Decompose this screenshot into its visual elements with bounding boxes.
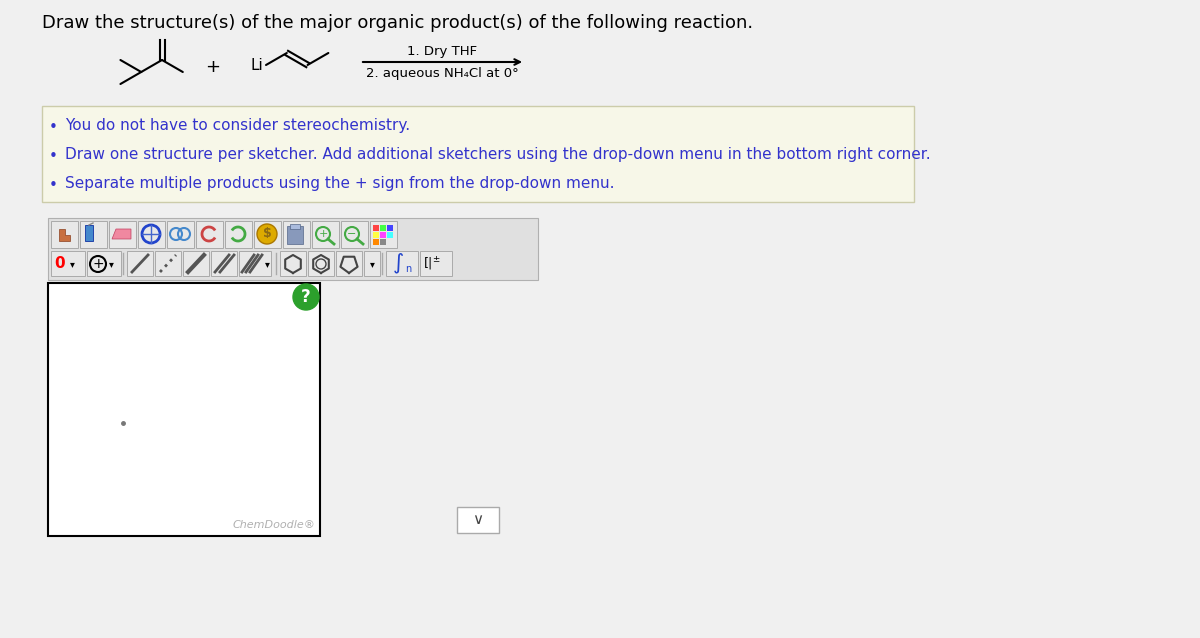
Text: ▾: ▾ [264,259,270,269]
Text: Draw the structure(s) of the major organic product(s) of the following reaction.: Draw the structure(s) of the major organ… [42,14,754,32]
Bar [48,283,320,536]
Bar [336,251,362,276]
Bar [308,251,334,276]
Polygon shape [112,229,131,239]
Text: 1. Dry THF: 1. Dry THF [408,45,478,57]
Circle shape [257,224,277,244]
Bar [182,251,209,276]
Text: ▾: ▾ [370,259,374,269]
Bar [373,225,379,231]
Polygon shape [59,229,70,241]
Bar [370,221,397,248]
Bar [373,232,379,238]
Text: +: + [205,58,221,76]
Bar [211,251,238,276]
Bar [380,239,386,245]
Bar [85,225,94,241]
Bar [138,221,166,248]
Text: [|$^{\pm}$: [|$^{\pm}$ [424,255,440,272]
Text: •: • [48,149,58,164]
Text: Separate multiple products using the + sign from the drop-down menu.: Separate multiple products using the + s… [65,176,614,191]
Text: $: $ [263,228,271,241]
Text: −: − [347,229,356,239]
Bar [226,221,252,248]
Text: 2. aqueous NH₄Cl at 0°: 2. aqueous NH₄Cl at 0° [366,68,518,80]
Bar [127,251,154,276]
Bar [380,232,386,238]
Text: 0: 0 [55,256,65,272]
Bar [312,221,340,248]
Bar [287,226,302,244]
Bar [50,251,85,276]
Text: You do not have to consider stereochemistry.: You do not have to consider stereochemis… [65,118,410,133]
Bar [386,251,418,276]
Bar [280,251,306,276]
Bar [254,221,281,248]
Bar [88,251,121,276]
Bar [167,221,194,248]
Bar [50,221,78,248]
Text: $\int$: $\int$ [392,252,404,276]
Bar [380,225,386,231]
Text: •: • [48,178,58,193]
Text: ∨: ∨ [473,512,484,528]
Bar [196,221,223,248]
Bar [48,218,538,280]
Text: n: n [404,264,412,274]
Text: ▾: ▾ [108,259,114,269]
Bar [457,507,499,533]
Bar [283,221,310,248]
Bar [386,225,394,231]
Bar [155,251,181,276]
Circle shape [293,284,319,310]
Bar [364,251,380,276]
Bar [341,221,368,248]
Text: ▾: ▾ [70,259,74,269]
Bar [109,221,136,248]
Bar [42,106,914,202]
Text: +: + [318,229,328,239]
Bar [386,232,394,238]
Text: •: • [48,120,58,135]
Bar [290,224,300,229]
Bar [80,221,107,248]
Bar [239,251,265,276]
Text: Draw one structure per sketcher. Add additional sketchers using the drop-down me: Draw one structure per sketcher. Add add… [65,147,931,162]
Bar [373,239,379,245]
Bar [239,251,271,276]
Text: ?: ? [301,288,311,306]
Text: +: + [92,257,104,271]
Text: Li: Li [250,57,263,73]
Bar [420,251,452,276]
Text: ChemDoodle®: ChemDoodle® [232,520,314,530]
